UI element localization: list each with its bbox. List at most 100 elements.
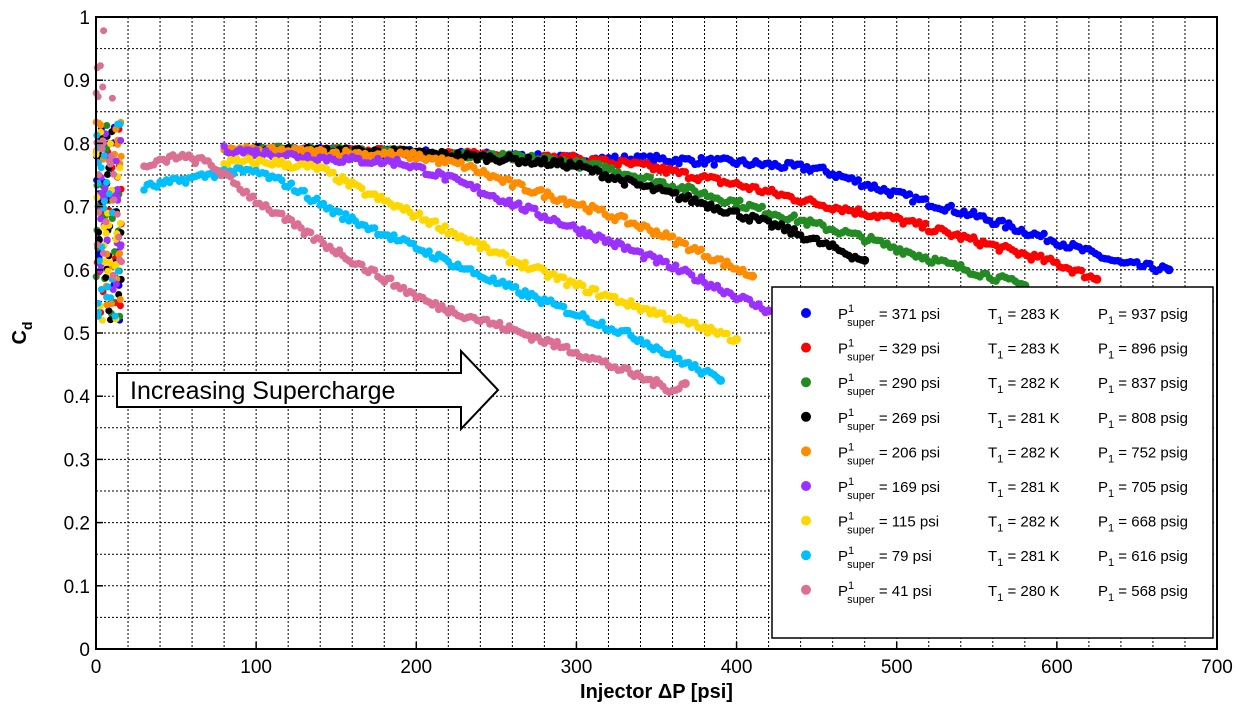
data-point	[108, 94, 116, 102]
series-269-psi	[95, 128, 870, 324]
data-point	[505, 175, 513, 184]
data-point	[716, 375, 726, 385]
data-point	[220, 142, 228, 150]
data-point	[495, 318, 504, 327]
data-point	[102, 274, 110, 281]
data-point	[505, 196, 513, 205]
data-point	[992, 241, 1000, 250]
data-point	[358, 260, 366, 269]
data-point	[457, 158, 465, 166]
data-point	[441, 222, 449, 230]
data-point	[524, 153, 533, 162]
data-point	[646, 173, 654, 181]
data-point	[473, 183, 481, 191]
data-point	[627, 297, 635, 305]
data-point	[784, 223, 792, 232]
legend-psuper: P1 super = 269 psi	[838, 407, 940, 433]
data-point	[681, 239, 690, 248]
legend-marker	[801, 308, 811, 318]
series-115-psi	[92, 128, 742, 346]
data-point	[947, 201, 955, 210]
data-point	[297, 224, 305, 232]
data-point	[1037, 251, 1045, 260]
data-point	[390, 161, 398, 169]
data-point	[287, 216, 296, 224]
data-point	[668, 232, 677, 241]
legend-p1: P1 = 668 psig	[1098, 514, 1188, 535]
legend-item: P1 super = 115 psi T1 = 282 K P1 = 668 psig	[801, 511, 1188, 537]
x-tick-label: 600	[1041, 657, 1073, 678]
data-point	[796, 160, 805, 168]
data-point	[540, 266, 549, 275]
legend-psuper: P1 super = 290 psi	[838, 372, 940, 398]
data-point	[502, 251, 510, 259]
legend-t1: T1 = 281 K	[988, 410, 1060, 431]
data-point	[114, 120, 122, 128]
data-point	[97, 285, 105, 293]
legend-p1: P1 = 896 psig	[1098, 341, 1188, 362]
data-point	[117, 137, 125, 144]
data-point	[675, 354, 683, 363]
y-tick-label: 0.3	[64, 450, 90, 471]
legend-item: P1 super = 169 psi T1 = 281 K P1 = 705 psig	[801, 476, 1188, 502]
legend-item: P1 super = 290 psi T1 = 282 K P1 = 837 psig	[801, 372, 1188, 398]
data-point	[100, 223, 108, 231]
data-point	[438, 170, 446, 178]
legend-item: P1 super = 79 psi T1 = 281 K P1 = 616 psig	[801, 545, 1188, 571]
legend-marker	[801, 342, 811, 353]
data-point	[104, 267, 112, 275]
data-point	[97, 164, 105, 172]
legend-psuper: P1 super = 329 psi	[838, 338, 940, 364]
x-axis-ticks: 0 100 200 300 400 500 600 700	[91, 642, 1233, 678]
y-tick-label: 0.7	[64, 198, 90, 219]
data-point	[105, 307, 113, 315]
data-point	[112, 280, 120, 288]
y-tick-label: 0.5	[64, 324, 90, 345]
data-point	[431, 299, 440, 307]
data-point	[764, 306, 774, 316]
data-point	[95, 235, 103, 243]
data-point	[636, 248, 645, 256]
data-point	[540, 155, 549, 163]
data-point	[1040, 229, 1048, 238]
data-point	[854, 176, 863, 184]
data-point	[112, 157, 120, 165]
data-point	[300, 187, 309, 195]
data-point	[406, 154, 414, 163]
data-point	[515, 199, 523, 207]
data-point	[103, 236, 111, 244]
legend-t1: T1 = 280 K	[988, 583, 1060, 604]
data-series	[92, 27, 1174, 397]
legend-marker	[801, 411, 811, 422]
data-point	[697, 154, 706, 162]
data-point	[736, 196, 744, 205]
data-point	[700, 322, 709, 331]
data-point	[511, 283, 520, 291]
y-tick-label: 0	[79, 640, 90, 661]
data-point	[723, 329, 731, 338]
data-point	[620, 213, 629, 221]
data-point	[998, 216, 1007, 225]
data-point	[969, 233, 978, 241]
x-tick-label: 700	[1201, 657, 1233, 678]
data-point	[521, 258, 529, 267]
legend-psuper: P1 super = 41 psi	[838, 580, 932, 606]
data-point	[99, 83, 107, 91]
data-point	[591, 285, 600, 294]
data-point	[1092, 274, 1102, 284]
series-169-psi	[96, 130, 774, 317]
data-point	[108, 215, 116, 222]
x-tick-label: 300	[561, 657, 593, 678]
data-point	[278, 157, 286, 165]
data-point	[729, 196, 738, 205]
legend-marker	[801, 446, 811, 457]
data-point	[860, 255, 870, 265]
legend-item: P1 super = 206 psi T1 = 282 K P1 = 752 psig	[801, 441, 1188, 467]
legend-item: P1 super = 41 psi T1 = 280 K P1 = 568 psig	[801, 580, 1188, 606]
data-point	[680, 379, 690, 389]
data-point	[101, 184, 109, 192]
data-point	[104, 171, 112, 178]
data-point	[777, 220, 786, 228]
data-point	[585, 207, 593, 216]
legend-p1: P1 = 616 psig	[1098, 548, 1188, 569]
